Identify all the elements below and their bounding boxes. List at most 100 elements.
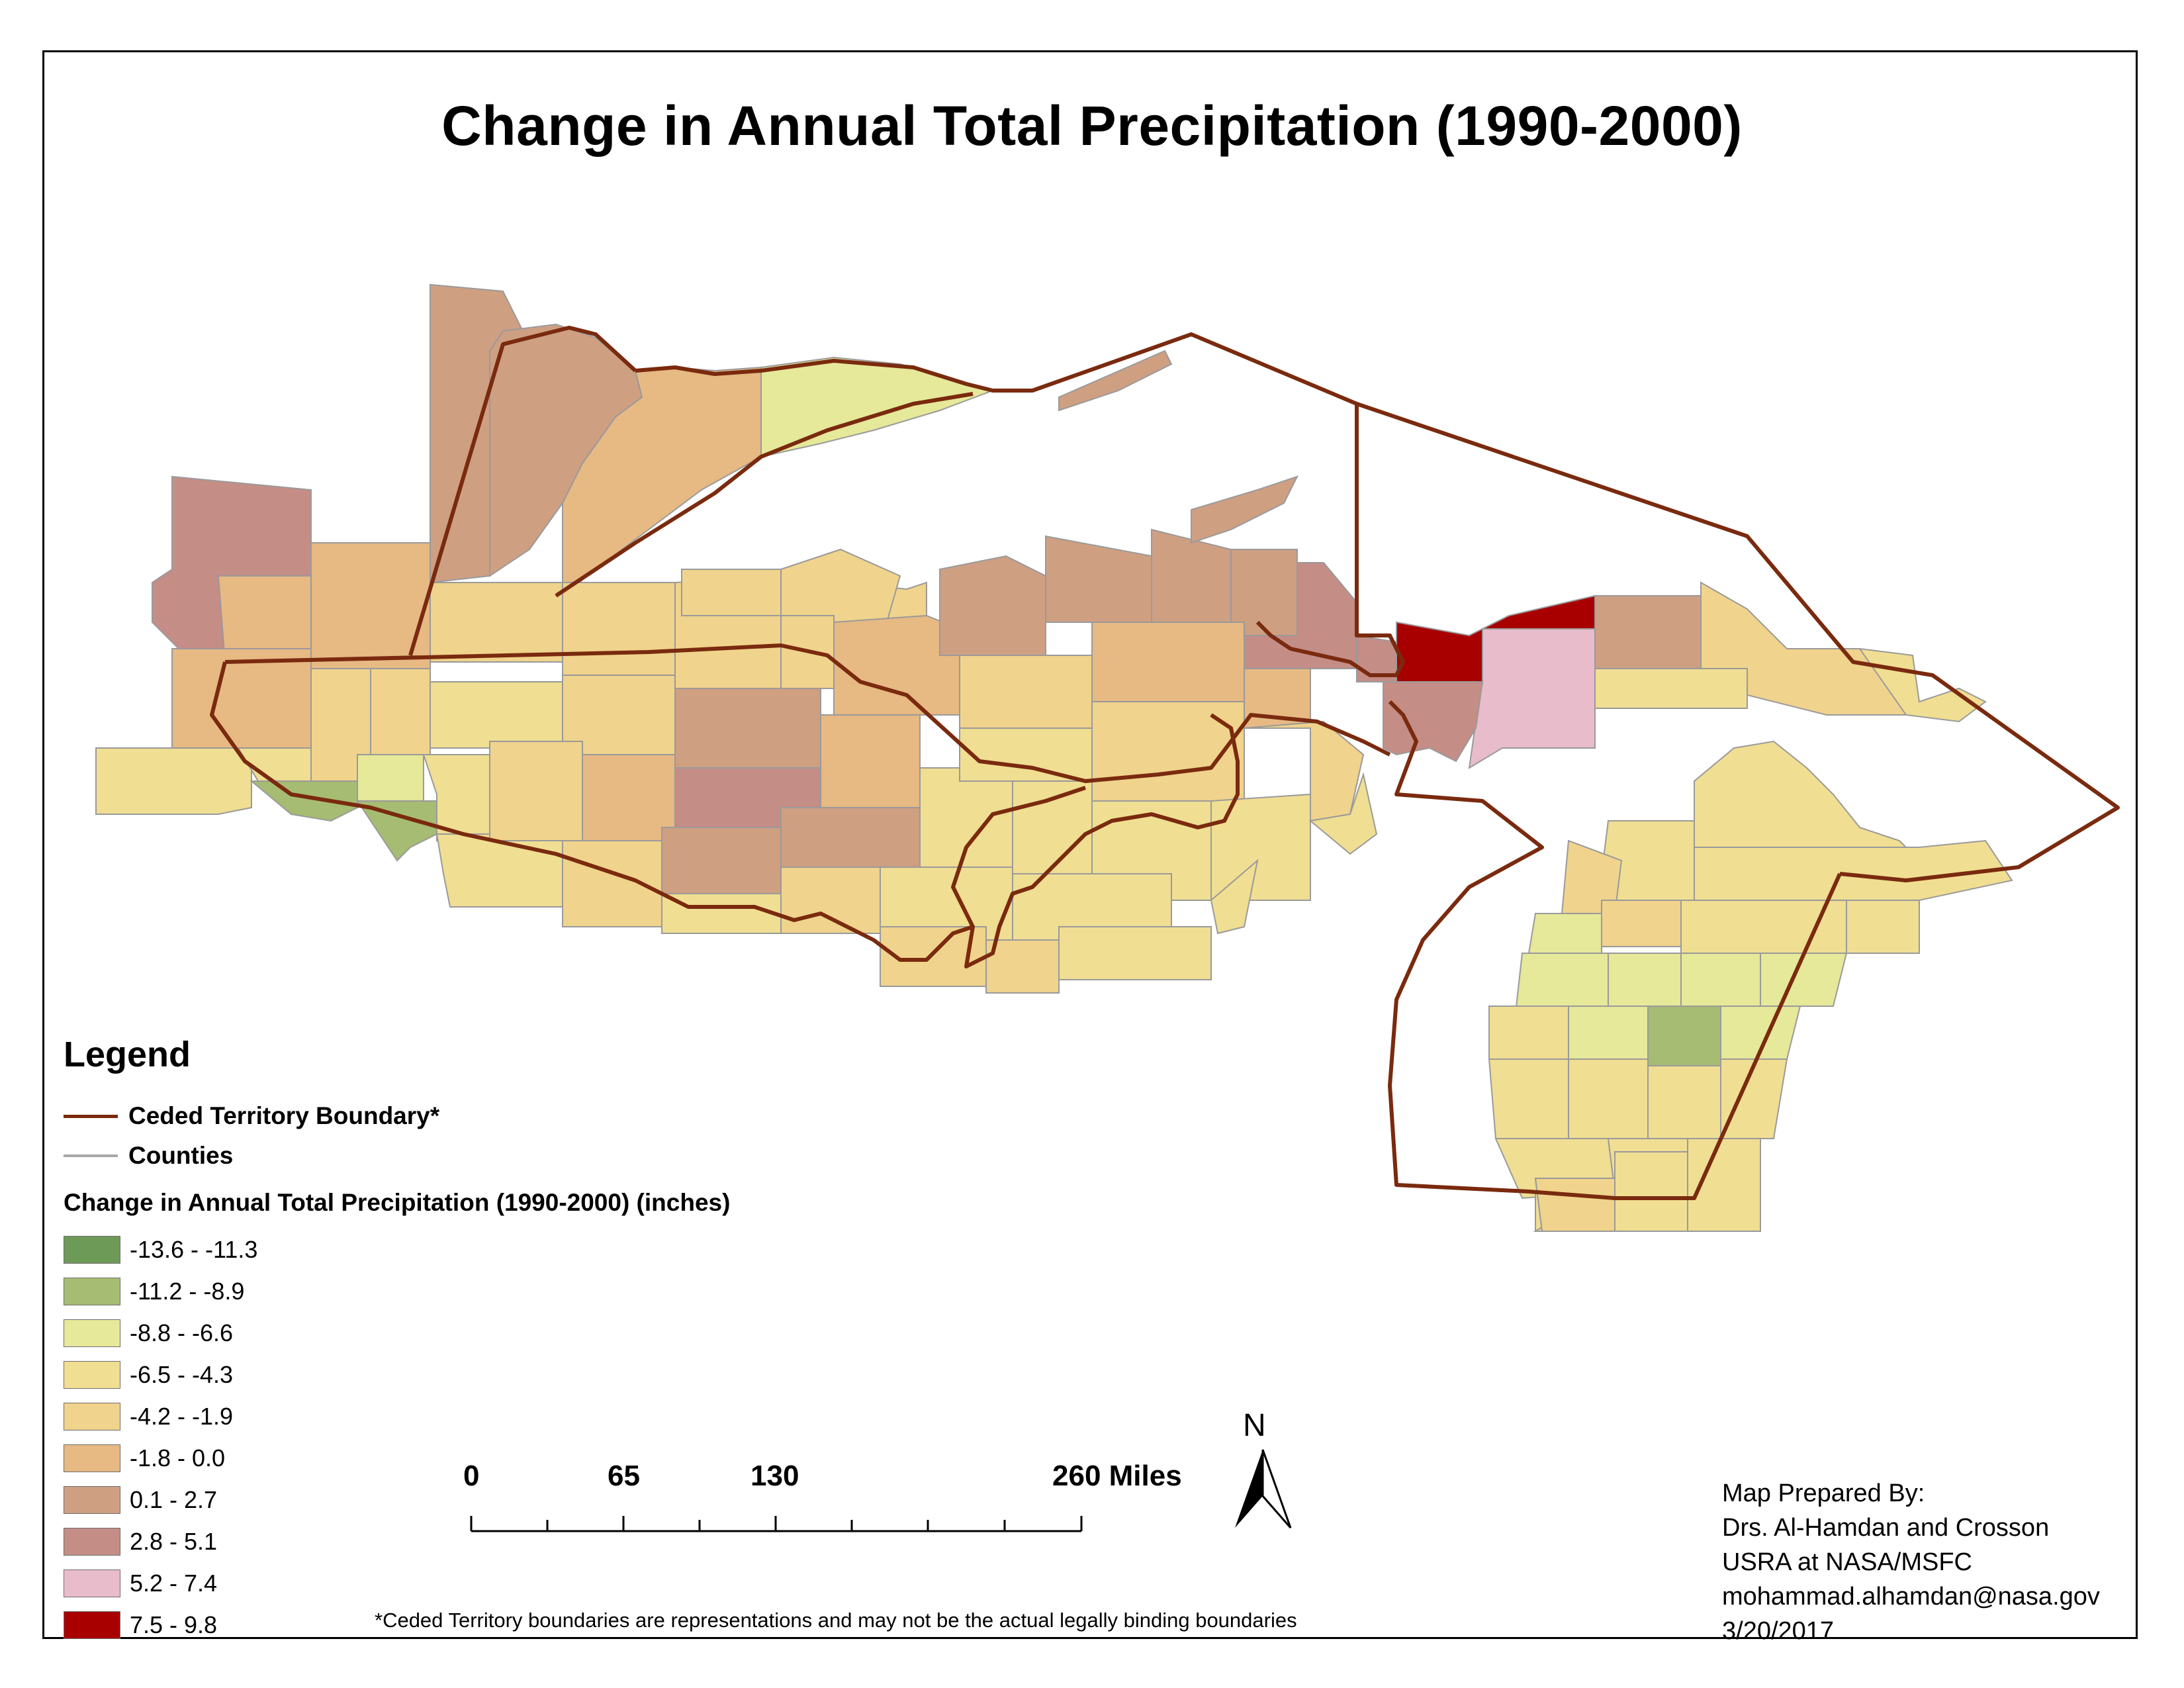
county-polygon[interactable] <box>661 827 782 894</box>
county-polygon[interactable] <box>1680 953 1761 1007</box>
county-polygon[interactable] <box>985 939 1060 994</box>
county-polygon[interactable] <box>780 867 881 934</box>
county-polygon[interactable] <box>370 668 431 755</box>
county-polygon[interactable] <box>1012 780 1093 874</box>
map-credits: Map Prepared By: Drs. Al-Hamdan and Cros… <box>1722 1476 2100 1648</box>
county-polygon[interactable] <box>435 833 563 908</box>
county-polygon[interactable] <box>681 569 782 616</box>
legend-class-label: 5.2 - 7.4 <box>130 1569 218 1597</box>
north-label: N <box>1243 1408 1266 1443</box>
legend-swatch <box>64 1360 120 1389</box>
legend-class-label: -1.8 - 0.0 <box>130 1444 226 1472</box>
county-polygon[interactable] <box>1191 475 1298 544</box>
legend-swatch <box>64 1235 120 1264</box>
county-polygon[interactable] <box>1383 681 1484 763</box>
legend-swatch <box>64 1527 120 1556</box>
legend-swatch <box>64 1319 120 1347</box>
county-polygon[interactable] <box>820 714 921 808</box>
county-polygon[interactable] <box>1601 900 1682 947</box>
legend-heading: Legend <box>64 1035 191 1074</box>
county-polygon[interactable] <box>1210 859 1259 935</box>
county-polygon[interactable] <box>1308 772 1378 855</box>
county-polygon[interactable] <box>1568 1058 1649 1139</box>
legend-class-item: 2.8 - 5.1 <box>64 1521 730 1562</box>
county-polygon[interactable] <box>1647 1006 1721 1066</box>
county-polygon[interactable] <box>1534 1178 1615 1232</box>
legend-class-label: -4.2 - -1.9 <box>130 1402 234 1430</box>
county-polygon[interactable] <box>1720 1058 1788 1139</box>
county-polygon[interactable] <box>1694 740 1921 861</box>
county-polygon[interactable] <box>1058 350 1173 412</box>
credit-line: Map Prepared By: <box>1722 1479 1925 1507</box>
county-polygon[interactable] <box>430 681 563 749</box>
legend-class-item: 7.5 - 9.8 <box>64 1604 730 1646</box>
county-polygon[interactable] <box>250 780 358 822</box>
county-polygon[interactable] <box>171 648 312 749</box>
county-polygon[interactable] <box>1488 1006 1569 1060</box>
county-polygon[interactable] <box>1151 528 1232 630</box>
legend-class-item: -1.8 - 0.0 <box>64 1437 730 1479</box>
county-polygon[interactable] <box>1488 1058 1569 1139</box>
county-polygon[interactable] <box>1468 628 1596 769</box>
county-polygon[interactable] <box>1594 595 1702 669</box>
credit-line: USRA at NASA/MSFC <box>1722 1548 1972 1576</box>
county-polygon[interactable] <box>959 727 1093 782</box>
county-polygon[interactable] <box>1045 535 1152 623</box>
county-polygon[interactable] <box>430 582 563 663</box>
county-polygon[interactable] <box>1687 1138 1761 1232</box>
legend-class-label: 2.8 - 5.1 <box>130 1527 218 1555</box>
county-polygon[interactable] <box>562 840 662 927</box>
credit-line: 3/20/2017 <box>1722 1617 1835 1645</box>
county-polygon[interactable] <box>1594 668 1748 709</box>
legend-line-symbol <box>64 1154 118 1157</box>
map-title: Change in Annual Total Precipitation (19… <box>441 95 1743 157</box>
county-polygon[interactable] <box>780 548 901 623</box>
county-polygon[interactable] <box>1091 622 1245 702</box>
county-polygon[interactable] <box>1614 1151 1688 1232</box>
county-polygon[interactable] <box>562 582 676 676</box>
scale-label: 65 <box>608 1460 640 1492</box>
county-polygon[interactable] <box>939 555 1046 656</box>
county-polygon[interactable] <box>674 688 821 769</box>
county-polygon[interactable] <box>1527 913 1602 954</box>
county-polygon[interactable] <box>489 741 583 841</box>
county-polygon[interactable] <box>1694 839 2013 901</box>
legend-swatch <box>64 1444 120 1472</box>
legend-line-symbol <box>64 1114 118 1118</box>
legend-class-item: 0.1 - 2.7 <box>64 1479 730 1521</box>
county-polygon[interactable] <box>1244 562 1357 669</box>
legend-class-item: -4.2 - -1.9 <box>64 1395 730 1437</box>
county-polygon[interactable] <box>1568 1006 1649 1060</box>
scale-label: 130 <box>751 1460 799 1492</box>
legend-class-label: -11.2 - -8.9 <box>130 1277 245 1305</box>
footnote: *Ceded Territory boundaries are represen… <box>375 1609 1297 1632</box>
county-polygon[interactable] <box>356 800 437 862</box>
legend-line-label: Ceded Territory Boundary* <box>128 1102 440 1129</box>
legend-class-label: 0.1 - 2.7 <box>130 1485 218 1513</box>
legend-class-item: -6.5 - -4.3 <box>64 1354 730 1395</box>
county-polygon[interactable] <box>661 893 782 934</box>
lake-superior-shoreline <box>95 283 2013 1232</box>
legend-line-item: Ceded Territory Boundary* <box>64 1096 730 1136</box>
county-polygon[interactable] <box>1647 1065 1721 1139</box>
scale-label: 260 Miles <box>1052 1460 1182 1492</box>
legend-line-item: Counties <box>64 1136 730 1176</box>
county-polygon[interactable] <box>1608 953 1682 1007</box>
credit-line: mohammad.alhamdan@nasa.gov <box>1722 1583 2100 1611</box>
county-polygon[interactable] <box>1680 900 1847 954</box>
county-polygon[interactable] <box>95 747 252 815</box>
county-polygon[interactable] <box>1846 900 1920 954</box>
county-polygon[interactable] <box>1514 953 1609 1013</box>
county-polygon[interactable] <box>1058 926 1212 980</box>
credit-line: Drs. Al-Hamdan and Crosson <box>1722 1514 2050 1542</box>
legend-swatch <box>64 1485 120 1514</box>
county-polygon[interactable] <box>1760 953 1848 1007</box>
county-polygon[interactable] <box>959 655 1093 729</box>
legend-swatch <box>64 1611 120 1639</box>
county-polygon[interactable] <box>780 807 921 868</box>
county-polygon[interactable] <box>1210 793 1311 901</box>
legend-class-label: -13.6 - -11.3 <box>130 1235 258 1263</box>
scale-label: 0 <box>463 1460 480 1492</box>
county-polygon[interactable] <box>357 754 424 802</box>
